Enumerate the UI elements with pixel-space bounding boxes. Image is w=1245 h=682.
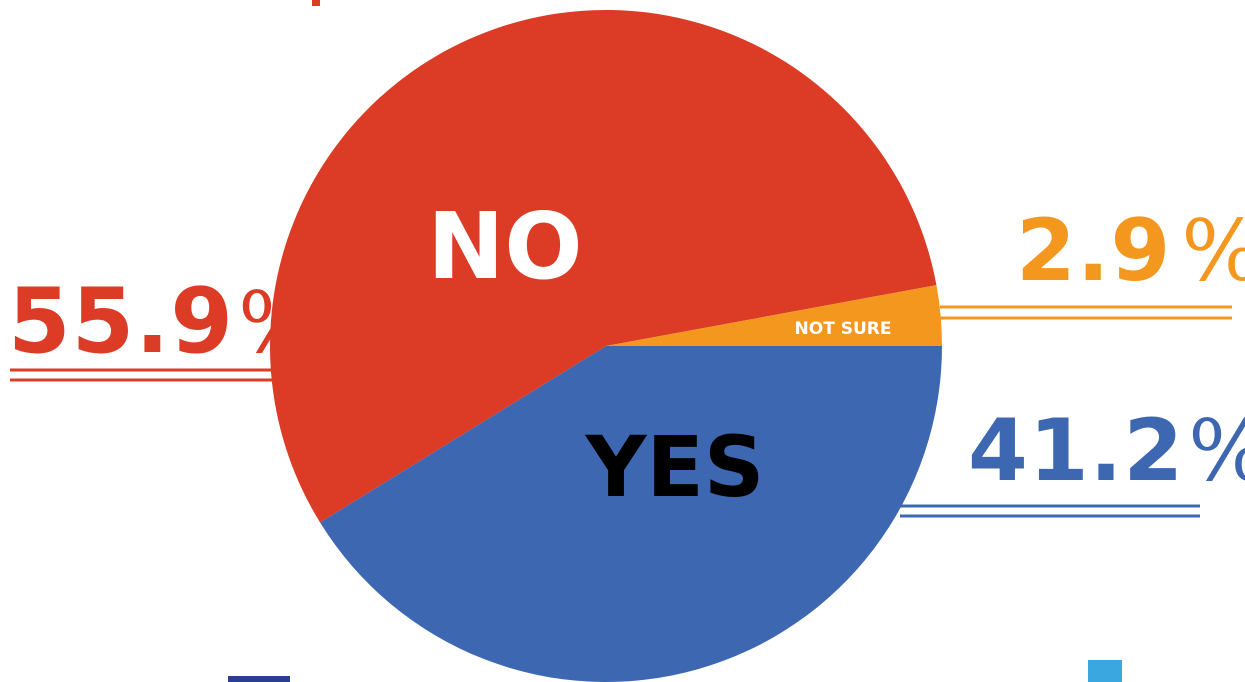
- pie-slices: [269, 9, 942, 682]
- callout-yes: 41.2%: [900, 401, 1245, 518]
- slice-not-sure: [606, 285, 942, 346]
- percent-sign-no: %: [238, 274, 318, 372]
- percent-sign-yes: %: [1188, 402, 1245, 500]
- top-edge-fragment: [312, 0, 320, 6]
- value-number-no: 55.9: [8, 269, 234, 374]
- value-label-no: 55.9%: [8, 269, 318, 374]
- bottom-right-edge-fragment: [1088, 660, 1122, 682]
- slice-no: [269, 9, 937, 523]
- callout-not-sure: 2.9%: [940, 201, 1245, 320]
- value-number-not-sure: 2.9: [1016, 201, 1171, 301]
- callout-no: 55.9%: [8, 269, 318, 382]
- slice-label-no: NO: [427, 193, 582, 300]
- percent-sign-not-sure: %: [1181, 202, 1245, 300]
- value-label-yes: 41.2%: [968, 401, 1245, 501]
- slice-yes: [320, 346, 942, 682]
- slice-label-yes: YES: [585, 418, 765, 516]
- bottom-left-edge-fragment: [228, 676, 290, 682]
- value-number-yes: 41.2: [968, 401, 1184, 501]
- value-label-not-sure: 2.9%: [1016, 201, 1245, 301]
- slice-label-not-sure: NOT SURE: [795, 319, 892, 339]
